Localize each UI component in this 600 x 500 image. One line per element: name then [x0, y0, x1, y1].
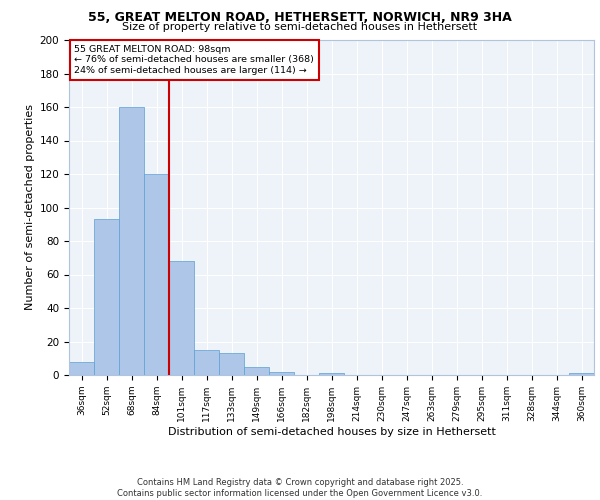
Text: 55, GREAT MELTON ROAD, HETHERSETT, NORWICH, NR9 3HA: 55, GREAT MELTON ROAD, HETHERSETT, NORWI…	[88, 11, 512, 24]
Bar	[94, 219, 119, 375]
Bar	[194, 350, 219, 375]
Bar	[69, 362, 94, 375]
Bar	[169, 261, 194, 375]
Y-axis label: Number of semi-detached properties: Number of semi-detached properties	[25, 104, 35, 310]
Bar	[269, 372, 294, 375]
Text: Size of property relative to semi-detached houses in Hethersett: Size of property relative to semi-detach…	[122, 22, 478, 32]
Bar	[119, 107, 144, 375]
Bar	[144, 174, 169, 375]
X-axis label: Distribution of semi-detached houses by size in Hethersett: Distribution of semi-detached houses by …	[167, 426, 496, 436]
Text: 55 GREAT MELTON ROAD: 98sqm
← 76% of semi-detached houses are smaller (368)
24% : 55 GREAT MELTON ROAD: 98sqm ← 76% of sem…	[74, 45, 314, 75]
Bar	[219, 353, 244, 375]
Text: Contains HM Land Registry data © Crown copyright and database right 2025.
Contai: Contains HM Land Registry data © Crown c…	[118, 478, 482, 498]
Bar	[569, 374, 594, 375]
Bar	[319, 374, 344, 375]
Bar	[244, 366, 269, 375]
